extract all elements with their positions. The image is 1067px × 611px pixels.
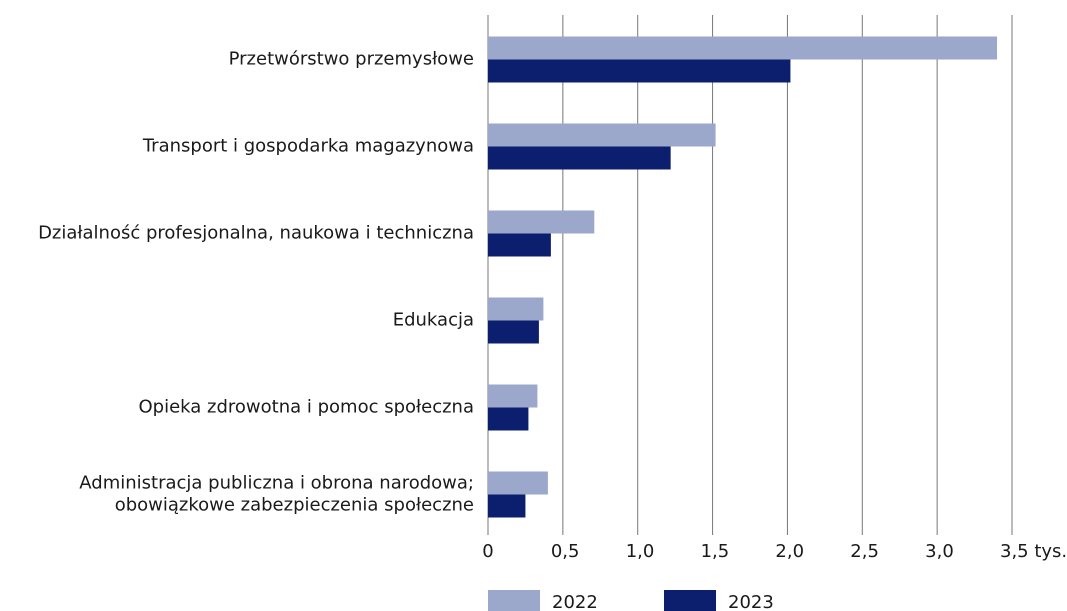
category-label: Edukacja bbox=[393, 310, 474, 331]
legend-label: 2022 bbox=[552, 592, 598, 611]
bar bbox=[488, 320, 539, 344]
category-label: Opieka zdrowotna i pomoc społeczna bbox=[139, 397, 475, 418]
x-tick-label: 0,5 bbox=[551, 541, 580, 562]
legend-swatch bbox=[664, 590, 716, 611]
bar bbox=[488, 210, 595, 234]
bar bbox=[488, 123, 716, 147]
bar bbox=[488, 297, 544, 321]
x-tick-label: 0 bbox=[482, 541, 493, 562]
x-tick-label: 2,0 bbox=[775, 541, 804, 562]
bar bbox=[488, 471, 548, 495]
x-tick-label: 2,5 bbox=[850, 541, 879, 562]
category-label: Działalność profesjonalna, naukowa i tec… bbox=[38, 223, 474, 244]
x-tick-label: 1,5 bbox=[701, 541, 730, 562]
bar bbox=[488, 384, 538, 408]
x-tick-label: 3,0 bbox=[925, 541, 954, 562]
x-tick-label: 3,5 tys. bbox=[1000, 541, 1067, 562]
legend-label: 2023 bbox=[728, 592, 774, 611]
bar bbox=[488, 233, 551, 257]
category-label-line: Administracja publiczna i obrona narodow… bbox=[79, 473, 474, 494]
x-tick-label: 1,0 bbox=[626, 541, 655, 562]
bar bbox=[488, 407, 529, 431]
legend-swatch bbox=[488, 590, 540, 611]
bar bbox=[488, 146, 671, 170]
bar bbox=[488, 59, 791, 83]
bar bbox=[488, 494, 526, 518]
category-label: Administracja publiczna i obrona narodow… bbox=[79, 473, 474, 516]
category-label: Przetwórstwo przemysłowe bbox=[229, 49, 474, 70]
bar bbox=[488, 36, 998, 60]
category-label-line: obowiązkowe zabezpieczenia społeczne bbox=[115, 495, 474, 516]
category-label: Transport i gospodarka magazynowa bbox=[142, 136, 474, 157]
